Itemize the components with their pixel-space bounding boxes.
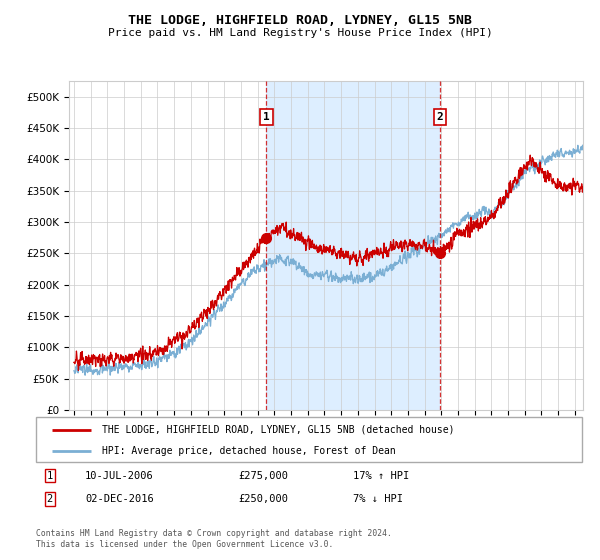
Text: THE LODGE, HIGHFIELD ROAD, LYDNEY, GL15 5NB (detached house): THE LODGE, HIGHFIELD ROAD, LYDNEY, GL15 … — [101, 424, 454, 435]
Text: 1: 1 — [263, 112, 270, 122]
Text: 2: 2 — [47, 494, 53, 503]
Text: THE LODGE, HIGHFIELD ROAD, LYDNEY, GL15 5NB: THE LODGE, HIGHFIELD ROAD, LYDNEY, GL15 … — [128, 14, 472, 27]
Text: 1: 1 — [47, 470, 53, 480]
Bar — [266, 81, 440, 410]
Text: £275,000: £275,000 — [238, 470, 288, 480]
Text: Price paid vs. HM Land Registry's House Price Index (HPI): Price paid vs. HM Land Registry's House … — [107, 28, 493, 38]
Text: HPI: Average price, detached house, Forest of Dean: HPI: Average price, detached house, Fore… — [101, 446, 395, 456]
Text: 2: 2 — [437, 112, 443, 122]
Text: 17% ↑ HPI: 17% ↑ HPI — [353, 470, 409, 480]
Text: 02-DEC-2016: 02-DEC-2016 — [85, 494, 154, 503]
Text: 7% ↓ HPI: 7% ↓ HPI — [353, 494, 403, 503]
Text: Contains HM Land Registry data © Crown copyright and database right 2024.
This d: Contains HM Land Registry data © Crown c… — [36, 529, 392, 549]
FancyBboxPatch shape — [36, 417, 582, 462]
Text: £250,000: £250,000 — [238, 494, 288, 503]
Text: 10-JUL-2006: 10-JUL-2006 — [85, 470, 154, 480]
